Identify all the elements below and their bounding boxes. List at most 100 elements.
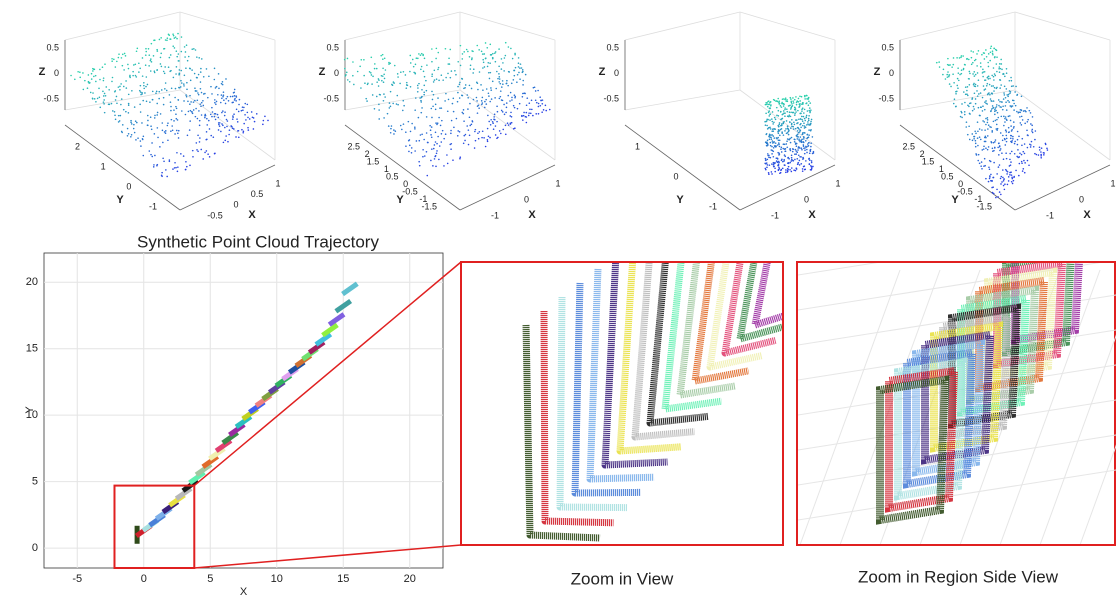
cloud-point — [976, 53, 978, 55]
cloud-point — [477, 137, 480, 140]
cloud-point — [487, 71, 490, 74]
cloud-point — [178, 73, 180, 76]
cloud-point — [529, 108, 531, 111]
cloud-point — [434, 103, 437, 106]
cloud-point — [1025, 110, 1027, 113]
cloud-point — [167, 139, 169, 142]
cloud-point — [985, 177, 987, 180]
cloud-point — [502, 83, 504, 86]
cloud-point — [142, 99, 145, 102]
cloud-point — [795, 101, 798, 104]
cloud-point — [175, 107, 178, 110]
cloud-point — [1005, 109, 1008, 111]
cloud-point — [964, 86, 967, 88]
cloud-point — [988, 168, 991, 171]
cloud-point — [987, 53, 990, 55]
cloud-point — [780, 106, 783, 108]
cloud-point — [771, 118, 773, 120]
cloud-point — [92, 92, 94, 94]
cloud-point — [794, 169, 797, 172]
cloud-point — [948, 83, 951, 85]
cloud-point — [382, 67, 384, 70]
cloud-point — [1007, 180, 1010, 182]
cloud-point — [772, 135, 775, 137]
cloud-point — [808, 124, 811, 126]
cloud-point — [151, 98, 154, 101]
cloud-point — [447, 72, 449, 75]
cloud-point — [978, 162, 981, 165]
cloud-point — [992, 120, 995, 123]
cloud-point — [120, 57, 123, 59]
cloud-point — [230, 125, 233, 128]
cloud-point — [935, 61, 938, 64]
tick-label: 0 — [614, 68, 619, 78]
cloud-point — [189, 94, 191, 97]
tick-label: -0.5 — [43, 93, 59, 103]
cloud-point — [799, 112, 801, 115]
cloud-point — [175, 50, 178, 53]
cloud-point — [497, 77, 499, 80]
cloud-point — [766, 105, 769, 108]
cloud-point — [99, 106, 102, 109]
tick-label: 1 — [101, 161, 106, 171]
cloud-point — [514, 95, 517, 98]
cloud-point — [782, 102, 785, 105]
cloud-point — [238, 98, 241, 101]
cloud-point — [494, 97, 496, 99]
cloud-point — [787, 130, 790, 133]
cloud-point — [160, 89, 163, 91]
tick-label: -1.5 — [976, 201, 992, 211]
cloud-point — [1012, 135, 1014, 138]
cloud-point — [208, 156, 211, 158]
cluster — [321, 322, 339, 338]
cloud-point — [105, 86, 108, 88]
cloud-point — [422, 155, 424, 158]
cloud-point — [421, 95, 423, 98]
cloud-point — [244, 102, 247, 105]
cloud-point — [433, 158, 436, 160]
cloud-point — [1002, 134, 1004, 137]
cloud-point — [777, 163, 780, 166]
cloud-point — [976, 121, 979, 123]
cloud-point — [1037, 154, 1040, 156]
cloud-point — [383, 57, 386, 60]
cloud-point — [1031, 131, 1034, 134]
cloud-point — [458, 130, 461, 133]
cloud-point — [983, 145, 985, 148]
cloud-point — [461, 58, 464, 60]
cloud-point — [447, 98, 450, 101]
cloud-point — [388, 61, 390, 64]
cloud-point — [121, 131, 123, 134]
cloud-point — [478, 107, 480, 109]
axis — [64, 124, 181, 211]
cloud-point — [204, 113, 207, 116]
cloud-point — [463, 134, 466, 137]
cloud-point — [489, 136, 491, 139]
cloud-point — [964, 93, 967, 96]
cloud-point — [414, 126, 416, 128]
cloud-point — [970, 56, 973, 59]
cloud-point — [995, 109, 997, 112]
cloud-point — [166, 37, 169, 40]
cloud-point — [180, 82, 183, 84]
cloud-point — [415, 57, 418, 60]
cloud-point — [213, 115, 216, 118]
cloud-point — [135, 139, 137, 141]
cloud-point — [117, 86, 120, 88]
cloud-point — [414, 109, 416, 111]
cloud-point — [198, 124, 201, 127]
cloud-point — [796, 138, 799, 140]
cloud-point — [767, 103, 769, 106]
cloud-point — [191, 149, 194, 152]
cloud-point — [525, 104, 528, 107]
cloud-point — [1016, 143, 1019, 146]
cloud-point — [148, 65, 150, 67]
cloud-point — [785, 169, 787, 171]
cloud-point — [528, 112, 530, 114]
cloud-point — [489, 100, 491, 103]
cloud-point — [488, 95, 490, 97]
cloud-point — [786, 169, 789, 172]
cloud-point — [967, 104, 969, 107]
cloud-point — [1012, 121, 1015, 123]
cloud-point — [1034, 152, 1036, 155]
